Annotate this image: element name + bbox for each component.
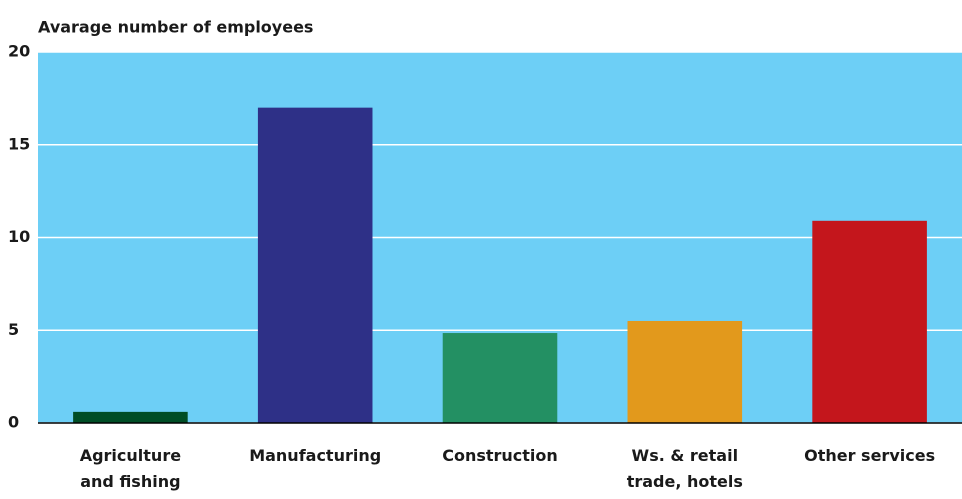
- bar: [812, 220, 927, 423]
- y-tick-label: 15: [8, 134, 30, 153]
- x-tick-label: Other services: [804, 446, 936, 465]
- bar: [627, 320, 743, 423]
- bar: [73, 411, 188, 423]
- y-tick-label: 0: [8, 413, 19, 432]
- x-tick-label: Ws. & retail trade, hotels: [626, 446, 743, 491]
- y-tick-label: 20: [8, 42, 30, 61]
- x-tick-label: Manufacturing: [249, 446, 382, 465]
- bar: [257, 107, 373, 424]
- y-tick-label: 10: [8, 227, 30, 246]
- x-tick-label: Agriculture and fishing: [79, 446, 182, 491]
- x-tick-label: Construction: [442, 446, 558, 465]
- chart-title: Avarage number of employees: [38, 18, 313, 37]
- bar: [442, 333, 558, 423]
- y-tick-label: 5: [8, 320, 19, 339]
